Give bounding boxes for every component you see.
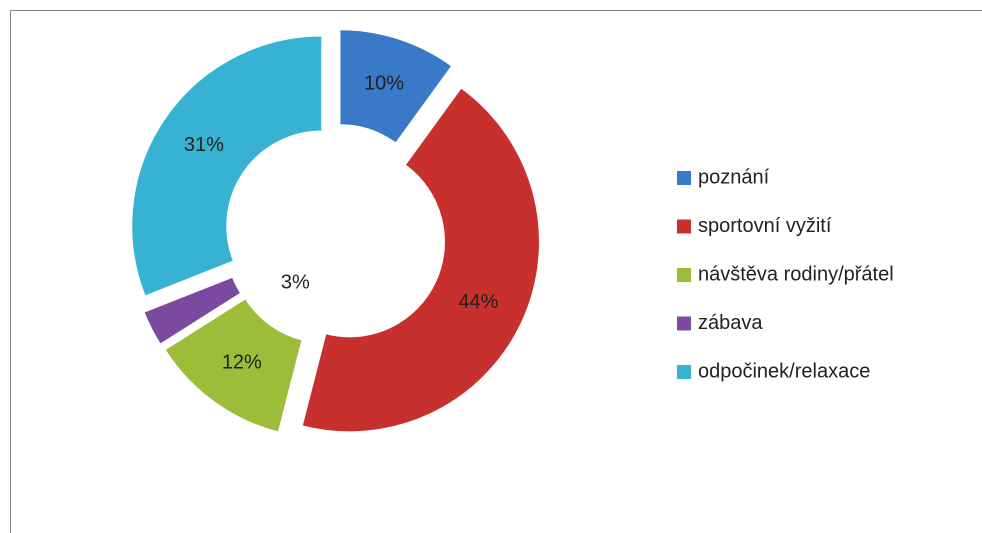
- data-label: 44%: [458, 291, 498, 313]
- data-label: 10%: [364, 73, 404, 95]
- legend-swatch: [677, 219, 691, 234]
- data-label: 31%: [184, 134, 224, 156]
- slice: [164, 298, 303, 433]
- legend-label: sportovní vyžití: [698, 215, 832, 237]
- slice: [131, 35, 323, 297]
- legend-swatch: [677, 268, 691, 282]
- data-label: 3%: [281, 272, 310, 294]
- legend-swatch: [677, 171, 691, 185]
- slice: [301, 87, 540, 433]
- legend-label: odpočinek/relaxace: [698, 360, 870, 382]
- legend-label: poznání: [698, 166, 770, 188]
- chart-frame: [10, 10, 982, 533]
- legend-label: zábava: [698, 312, 763, 334]
- legend-swatch: [677, 365, 691, 379]
- data-label: 12%: [222, 352, 262, 374]
- slice: [339, 29, 453, 144]
- legend-label: návštěva rodiny/přátel: [698, 263, 894, 285]
- legend-swatch: [677, 316, 691, 331]
- slice: [143, 276, 242, 345]
